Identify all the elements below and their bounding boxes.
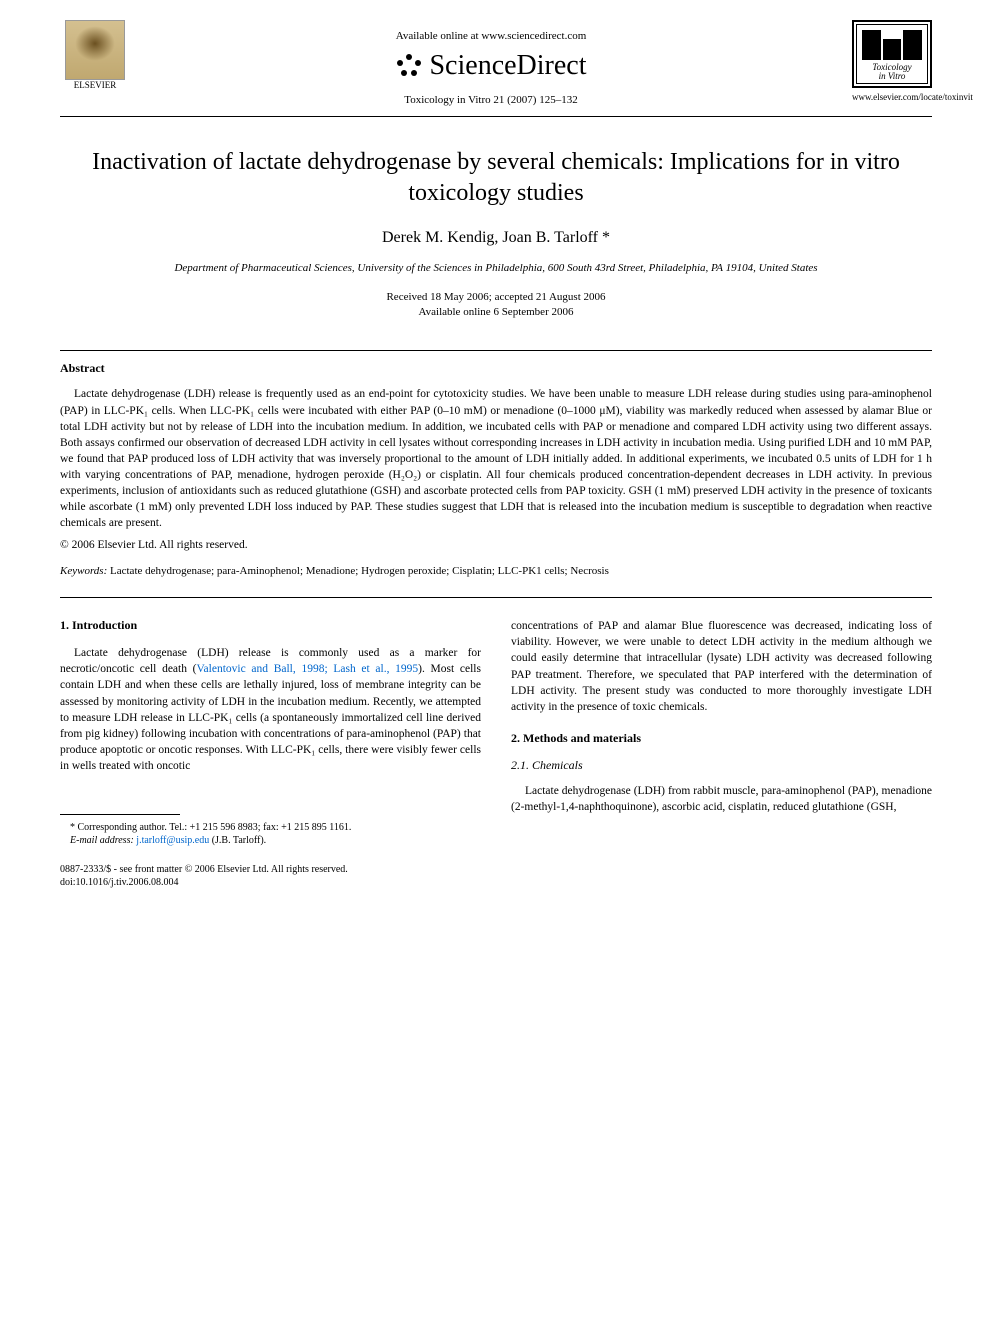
available-date: Available online 6 September 2006 <box>60 305 932 320</box>
tiv-label-2: in Vitro <box>857 72 927 81</box>
center-header: Available online at www.sciencedirect.co… <box>130 20 852 106</box>
email-footnote: E-mail address: j.tarloff@usip.edu (J.B.… <box>60 834 481 847</box>
copyright-text: © 2006 Elsevier Ltd. All rights reserved… <box>60 539 932 551</box>
received-date: Received 18 May 2006; accepted 21 August… <box>60 290 932 305</box>
article-title: Inactivation of lactate dehydrogenase by… <box>60 147 932 209</box>
journal-reference: Toxicology in Vitro 21 (2007) 125–132 <box>130 94 852 106</box>
issn-line: 0887-2333/$ - see front matter © 2006 El… <box>60 863 481 876</box>
header-row: ELSEVIER Available online at www.science… <box>60 20 932 106</box>
intro-text-b: ). Most cells contain LDH and when these… <box>60 663 481 772</box>
intro-paragraph-left: Lactate dehydrogenase (LDH) release is c… <box>60 645 481 774</box>
corresponding-author-footnote: * Corresponding author. Tel.: +1 215 596… <box>60 821 481 834</box>
doi-line: doi:10.1016/j.tiv.2006.08.004 <box>60 876 481 889</box>
keywords-text: Lactate dehydrogenase; para-Aminophenol;… <box>107 565 609 577</box>
journal-logo: Toxicology in Vitro www.elsevier.com/loc… <box>852 20 932 102</box>
abstract-bottom-divider <box>60 597 932 598</box>
sciencedirect-brand: ScienceDirect <box>130 50 852 82</box>
chemicals-paragraph: Lactate dehydrogenase (LDH) from rabbit … <box>511 783 932 815</box>
right-column: concentrations of PAP and alamar Blue fl… <box>511 618 932 889</box>
keywords: Keywords: Lactate dehydrogenase; para-Am… <box>60 565 932 577</box>
chemicals-heading: 2.1. Chemicals <box>511 758 932 773</box>
tiv-logo-box: Toxicology in Vitro <box>852 20 932 88</box>
abstract-top-divider <box>60 350 932 351</box>
header-divider <box>60 116 932 117</box>
available-online-text: Available online at www.sciencedirect.co… <box>130 30 852 42</box>
abstract-heading: Abstract <box>60 361 932 376</box>
affiliation: Department of Pharmaceutical Sciences, U… <box>60 261 932 275</box>
sciencedirect-icon <box>395 52 423 80</box>
keywords-label: Keywords: <box>60 565 107 577</box>
two-column-body: 1. Introduction Lactate dehydrogenase (L… <box>60 618 932 889</box>
footnote-divider <box>60 814 180 815</box>
journal-url: www.elsevier.com/locate/toxinvit <box>852 92 932 102</box>
email-label: E-mail address: <box>70 835 134 846</box>
footer-info: 0887-2333/$ - see front matter © 2006 El… <box>60 863 481 889</box>
email-link[interactable]: j.tarloff@usip.edu <box>134 835 212 846</box>
elsevier-logo: ELSEVIER <box>60 20 130 100</box>
elsevier-label: ELSEVIER <box>74 80 117 90</box>
introduction-heading: 1. Introduction <box>60 618 481 633</box>
abstract-body: Lactate dehydrogenase (LDH) release is f… <box>60 386 932 531</box>
email-name: (J.B. Tarloff). <box>212 835 266 846</box>
elsevier-tree-icon <box>65 20 125 80</box>
left-column: 1. Introduction Lactate dehydrogenase (L… <box>60 618 481 889</box>
intro-paragraph-right: concentrations of PAP and alamar Blue fl… <box>511 618 932 715</box>
sciencedirect-text: ScienceDirect <box>429 50 586 82</box>
citation-link[interactable]: Valentovic and Ball, 1998; Lash et al., … <box>197 663 419 675</box>
methods-heading: 2. Methods and materials <box>511 731 932 746</box>
article-dates: Received 18 May 2006; accepted 21 August… <box>60 290 932 321</box>
authors: Derek M. Kendig, Joan B. Tarloff * <box>60 229 932 247</box>
